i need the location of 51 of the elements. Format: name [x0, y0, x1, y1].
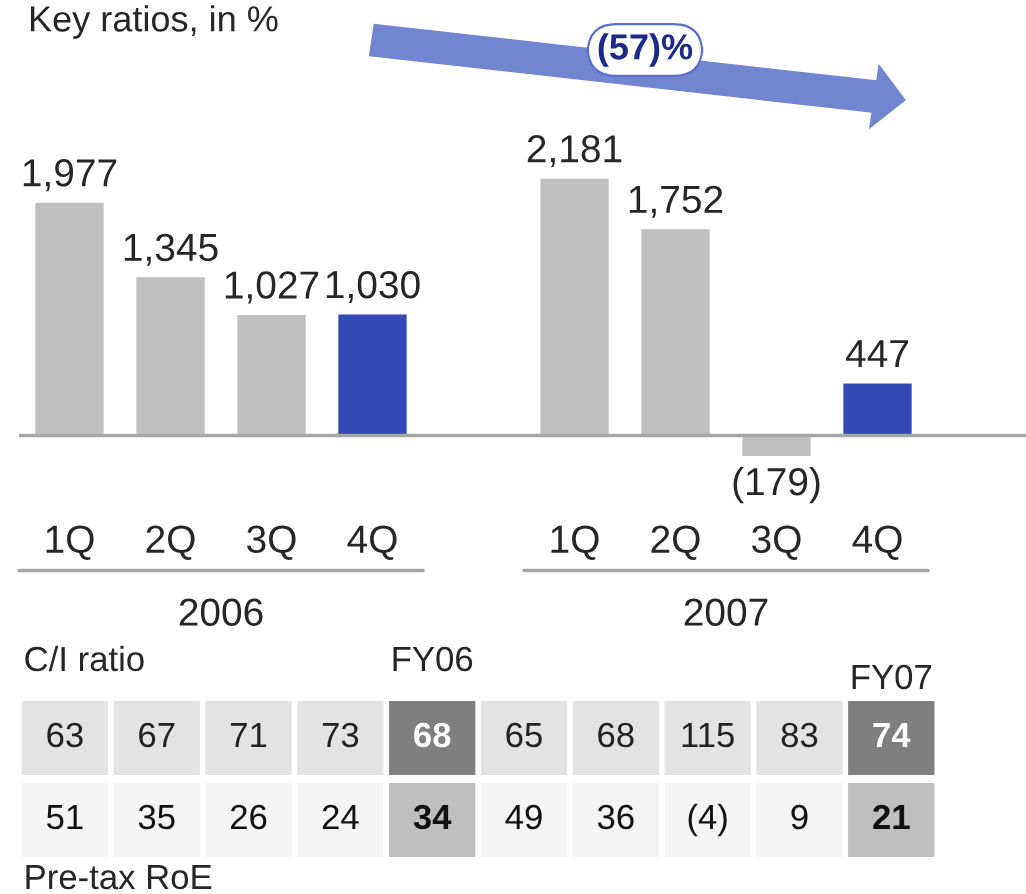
data-label: (179) — [733, 466, 820, 504]
x-tick-label: 4Q — [347, 525, 397, 560]
text: 24 — [322, 804, 359, 829]
x-tick-label: 2Q — [146, 525, 195, 560]
text: 73 — [322, 722, 359, 748]
text: 2007 — [684, 598, 768, 626]
text: 65 — [506, 722, 542, 748]
bar — [336, 313, 409, 437]
text: 34 — [413, 804, 452, 830]
text: 68 — [598, 722, 634, 748]
bar — [33, 201, 106, 437]
category-label: FY06 — [393, 646, 473, 672]
category-label: Pre-tax RoE — [26, 865, 212, 890]
text: 21 — [873, 804, 910, 829]
data-label: 2,181 — [527, 134, 622, 168]
text: 35 — [138, 804, 175, 830]
text: Key ratios, in % — [30, 5, 278, 39]
text: (57)% — [598, 33, 693, 67]
data-label: 447 — [845, 340, 908, 367]
x-tick-label: 4Q — [852, 525, 902, 560]
x-tick-label: 2Q — [651, 525, 700, 560]
x-tick-label: 3Q — [752, 525, 801, 560]
data-label: 1,345 — [124, 233, 218, 266]
data-label: 1,752 — [629, 185, 723, 218]
bar — [639, 227, 712, 437]
text: 49 — [505, 804, 542, 830]
text: 68 — [414, 722, 451, 748]
data-label: 1,030 — [326, 270, 420, 304]
text: 26 — [230, 804, 267, 830]
x-tick-label: 1Q — [551, 525, 599, 560]
data-label: 1,027 — [225, 271, 319, 304]
bar — [538, 177, 611, 437]
text: 71 — [231, 723, 267, 747]
x-tick-label: 3Q — [247, 525, 296, 560]
text: (4) — [688, 803, 727, 837]
text: 63 — [47, 722, 83, 748]
category-label: FY07 — [852, 664, 932, 690]
text: 67 — [139, 722, 175, 748]
bar — [235, 313, 308, 437]
text: 51 — [46, 805, 83, 830]
text: 74 — [873, 723, 911, 747]
data-label: 1,977 — [23, 159, 117, 192]
x-tick-label: 1Q — [46, 525, 94, 560]
text: 36 — [597, 804, 634, 830]
bar — [134, 275, 207, 437]
bar — [841, 381, 914, 437]
text: 115 — [682, 723, 734, 748]
text: 83 — [781, 722, 818, 748]
category-label: C/I ratio — [25, 645, 144, 672]
text: 9 — [791, 804, 808, 830]
text: 2006 — [179, 598, 263, 626]
